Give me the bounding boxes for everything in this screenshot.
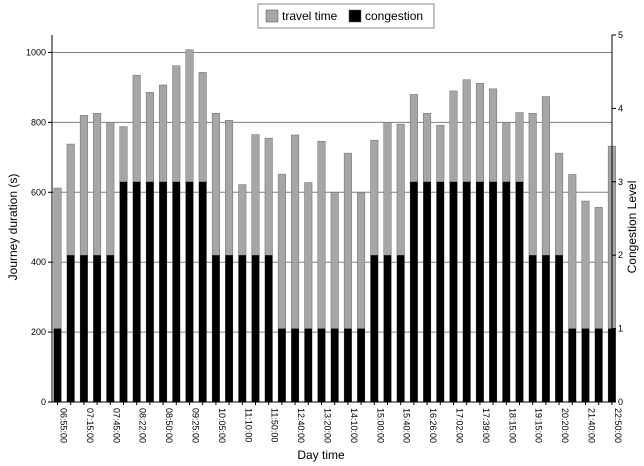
x-tick-label: 22:50:00 [613, 408, 623, 443]
x-tick-label: 10:05:00 [217, 408, 227, 443]
bar-congestion [119, 181, 128, 402]
x-tick-label: 13:20:00 [323, 408, 333, 443]
y2-tick-label: 5 [618, 30, 623, 40]
bar-congestion [449, 181, 458, 402]
y-tick-label: 400 [31, 257, 46, 267]
bar-congestion [185, 181, 194, 402]
bar-congestion [344, 328, 352, 402]
bar-congestion [53, 328, 62, 402]
x-tick-label: 18:15:00 [507, 408, 517, 443]
bar-congestion [396, 255, 405, 402]
x-tick-label: 17:02:00 [455, 408, 465, 443]
x-tick-label: 16:26:00 [428, 408, 438, 443]
bar-congestion [542, 255, 550, 402]
bar-congestion [238, 255, 247, 402]
bar-congestion [528, 255, 537, 402]
x-tick-label: 12:40:00 [296, 408, 306, 443]
bar-congestion [476, 181, 484, 402]
bar-congestion [383, 255, 392, 402]
x-tick-label: 08:22:00 [138, 408, 148, 443]
legend-box [257, 3, 435, 29]
bar-congestion [330, 328, 339, 402]
y-tick-label: 600 [31, 187, 46, 197]
legend: travel time congestion [257, 3, 435, 29]
x-tick-label: 15:00:00 [375, 408, 385, 443]
bar-congestion [489, 181, 497, 402]
bar-congestion [66, 255, 75, 402]
y2-tick-label: 4 [618, 103, 623, 113]
bar-congestion [317, 328, 326, 402]
bar-congestion [80, 255, 88, 402]
x-tick-label: 09:25:00 [191, 408, 201, 443]
y2-axis-title: Congestion Level [625, 181, 639, 274]
bar-congestion [132, 181, 141, 402]
bar-congestion [462, 181, 471, 402]
legend-label-congestion: congestion [365, 9, 423, 23]
x-tick-label: 11:10:00 [243, 408, 253, 442]
bars [53, 49, 616, 403]
bar-congestion [515, 181, 524, 402]
bar-congestion [594, 328, 603, 402]
y2-axis-ticks: 0 1 2 3 4 5 [612, 30, 623, 407]
x-tick-label: 17:39:00 [481, 408, 491, 443]
bar-congestion [159, 181, 167, 402]
y-axis-title: Journey duration (s) [6, 174, 20, 281]
y2-tick-label: 2 [618, 250, 623, 260]
legend-swatch-congestion [348, 9, 362, 23]
axes [51, 35, 613, 403]
y2-tick-label: 1 [618, 324, 623, 334]
bar-congestion [357, 328, 365, 402]
x-tick-label: 14:10:00 [349, 408, 359, 443]
bar-congestion [423, 181, 431, 402]
bar-congestion [251, 255, 260, 402]
bar-congestion [291, 328, 299, 402]
x-axis-title: Day time [297, 448, 345, 462]
bar-congestion [304, 328, 313, 402]
bar-congestion [106, 255, 115, 402]
bar-congestion [172, 181, 181, 402]
legend-label-travel-time: travel time [282, 9, 338, 23]
legend-swatch-travel-time [265, 9, 279, 23]
x-tick-label: 06:55:00 [59, 408, 69, 443]
y2-tick-label: 0 [618, 397, 623, 407]
y2-tick-label: 3 [618, 177, 623, 187]
x-axis-ticks: 06:55:00 07:15:00 07:45:00 08:22:00 08:50:00… [57, 402, 623, 443]
x-tick-label: 19:15:00 [534, 408, 544, 443]
bar-congestion [198, 181, 207, 402]
bar-congestion [93, 255, 101, 402]
bar-congestion [370, 255, 379, 402]
x-tick-label: 21:40:00 [587, 408, 597, 443]
x-tick-label: 20:20:00 [560, 408, 570, 443]
bar-congestion [264, 255, 273, 402]
x-tick-label: 07:45:00 [111, 408, 121, 443]
bar-congestion [568, 328, 577, 402]
y-tick-label: 800 [31, 117, 46, 127]
bar-congestion [278, 328, 286, 402]
bar-congestion [410, 181, 418, 402]
y-tick-label: 0 [41, 397, 46, 407]
x-tick-label: 11:50:00 [270, 408, 280, 442]
y-tick-label: 200 [31, 327, 46, 337]
y-tick-label: 1000 [26, 47, 46, 57]
y-axis-ticks: 0 200 400 600 800 1000 [26, 47, 52, 407]
bar-congestion [502, 181, 511, 402]
x-tick-label: 07:15:00 [85, 408, 95, 443]
bar-congestion [581, 328, 590, 402]
bar-congestion [555, 255, 563, 402]
bar-congestion [436, 181, 445, 402]
bar-congestion [212, 255, 220, 402]
x-tick-label: 08:50:00 [164, 408, 174, 443]
bar-congestion [225, 255, 233, 402]
bar-congestion [146, 181, 154, 402]
x-tick-label: 15:40:00 [402, 408, 412, 443]
